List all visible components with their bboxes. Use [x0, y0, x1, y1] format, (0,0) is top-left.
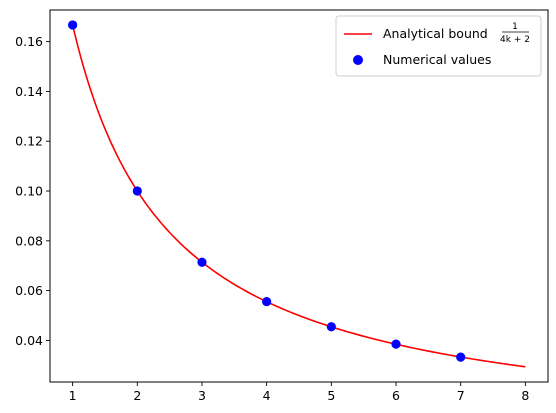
numerical-value-point: [391, 339, 401, 349]
y-tick-label: 0.08: [15, 233, 43, 248]
legend-label-analytical: Analytical bound: [383, 26, 488, 41]
plot-area: [49, 9, 549, 383]
numerical-values-series: [68, 20, 466, 362]
analytical-bound-line: [71, 24, 526, 368]
x-tick-label: 1: [69, 388, 77, 403]
legend-formula-numerator: 1: [512, 22, 518, 32]
y-tick-label: 0.10: [15, 184, 43, 199]
x-tick-label: 6: [392, 388, 400, 403]
legend: Analytical bound 1 4k + 2 Numerical valu…: [335, 15, 542, 77]
y-tick-label: 0.16: [15, 34, 43, 49]
numerical-value-point: [197, 257, 207, 267]
numerical-value-point: [132, 186, 142, 196]
y-tick-label: 0.06: [15, 283, 43, 298]
legend-box: [335, 15, 542, 77]
x-tick-label: 5: [327, 388, 335, 403]
numerical-value-point: [68, 20, 78, 30]
y-tick-label: 0.04: [15, 333, 43, 348]
numerical-value-point: [456, 352, 466, 362]
x-tick-label: 8: [521, 388, 529, 403]
x-axis: 1 2 3 4 5 6 7 8: [69, 382, 529, 403]
x-tick-label: 2: [133, 388, 141, 403]
numerical-value-point: [326, 322, 336, 332]
y-axis: 0.04 0.06 0.08 0.10 0.12 0.14 0.16: [15, 34, 50, 348]
x-tick-label: 3: [198, 388, 206, 403]
x-tick-label: 7: [457, 388, 465, 403]
y-tick-label: 0.14: [15, 84, 43, 99]
numerical-value-point: [262, 296, 272, 307]
x-tick-label: 4: [263, 388, 271, 403]
analytical-bound-series: [71, 24, 526, 368]
y-tick-label: 0.12: [15, 134, 43, 149]
legend-formula-denominator: 4k + 2: [500, 35, 530, 45]
legend-label-numerical: Numerical values: [383, 52, 491, 67]
legend-marker-swatch: [353, 55, 363, 65]
axes-frame: [49, 9, 549, 383]
